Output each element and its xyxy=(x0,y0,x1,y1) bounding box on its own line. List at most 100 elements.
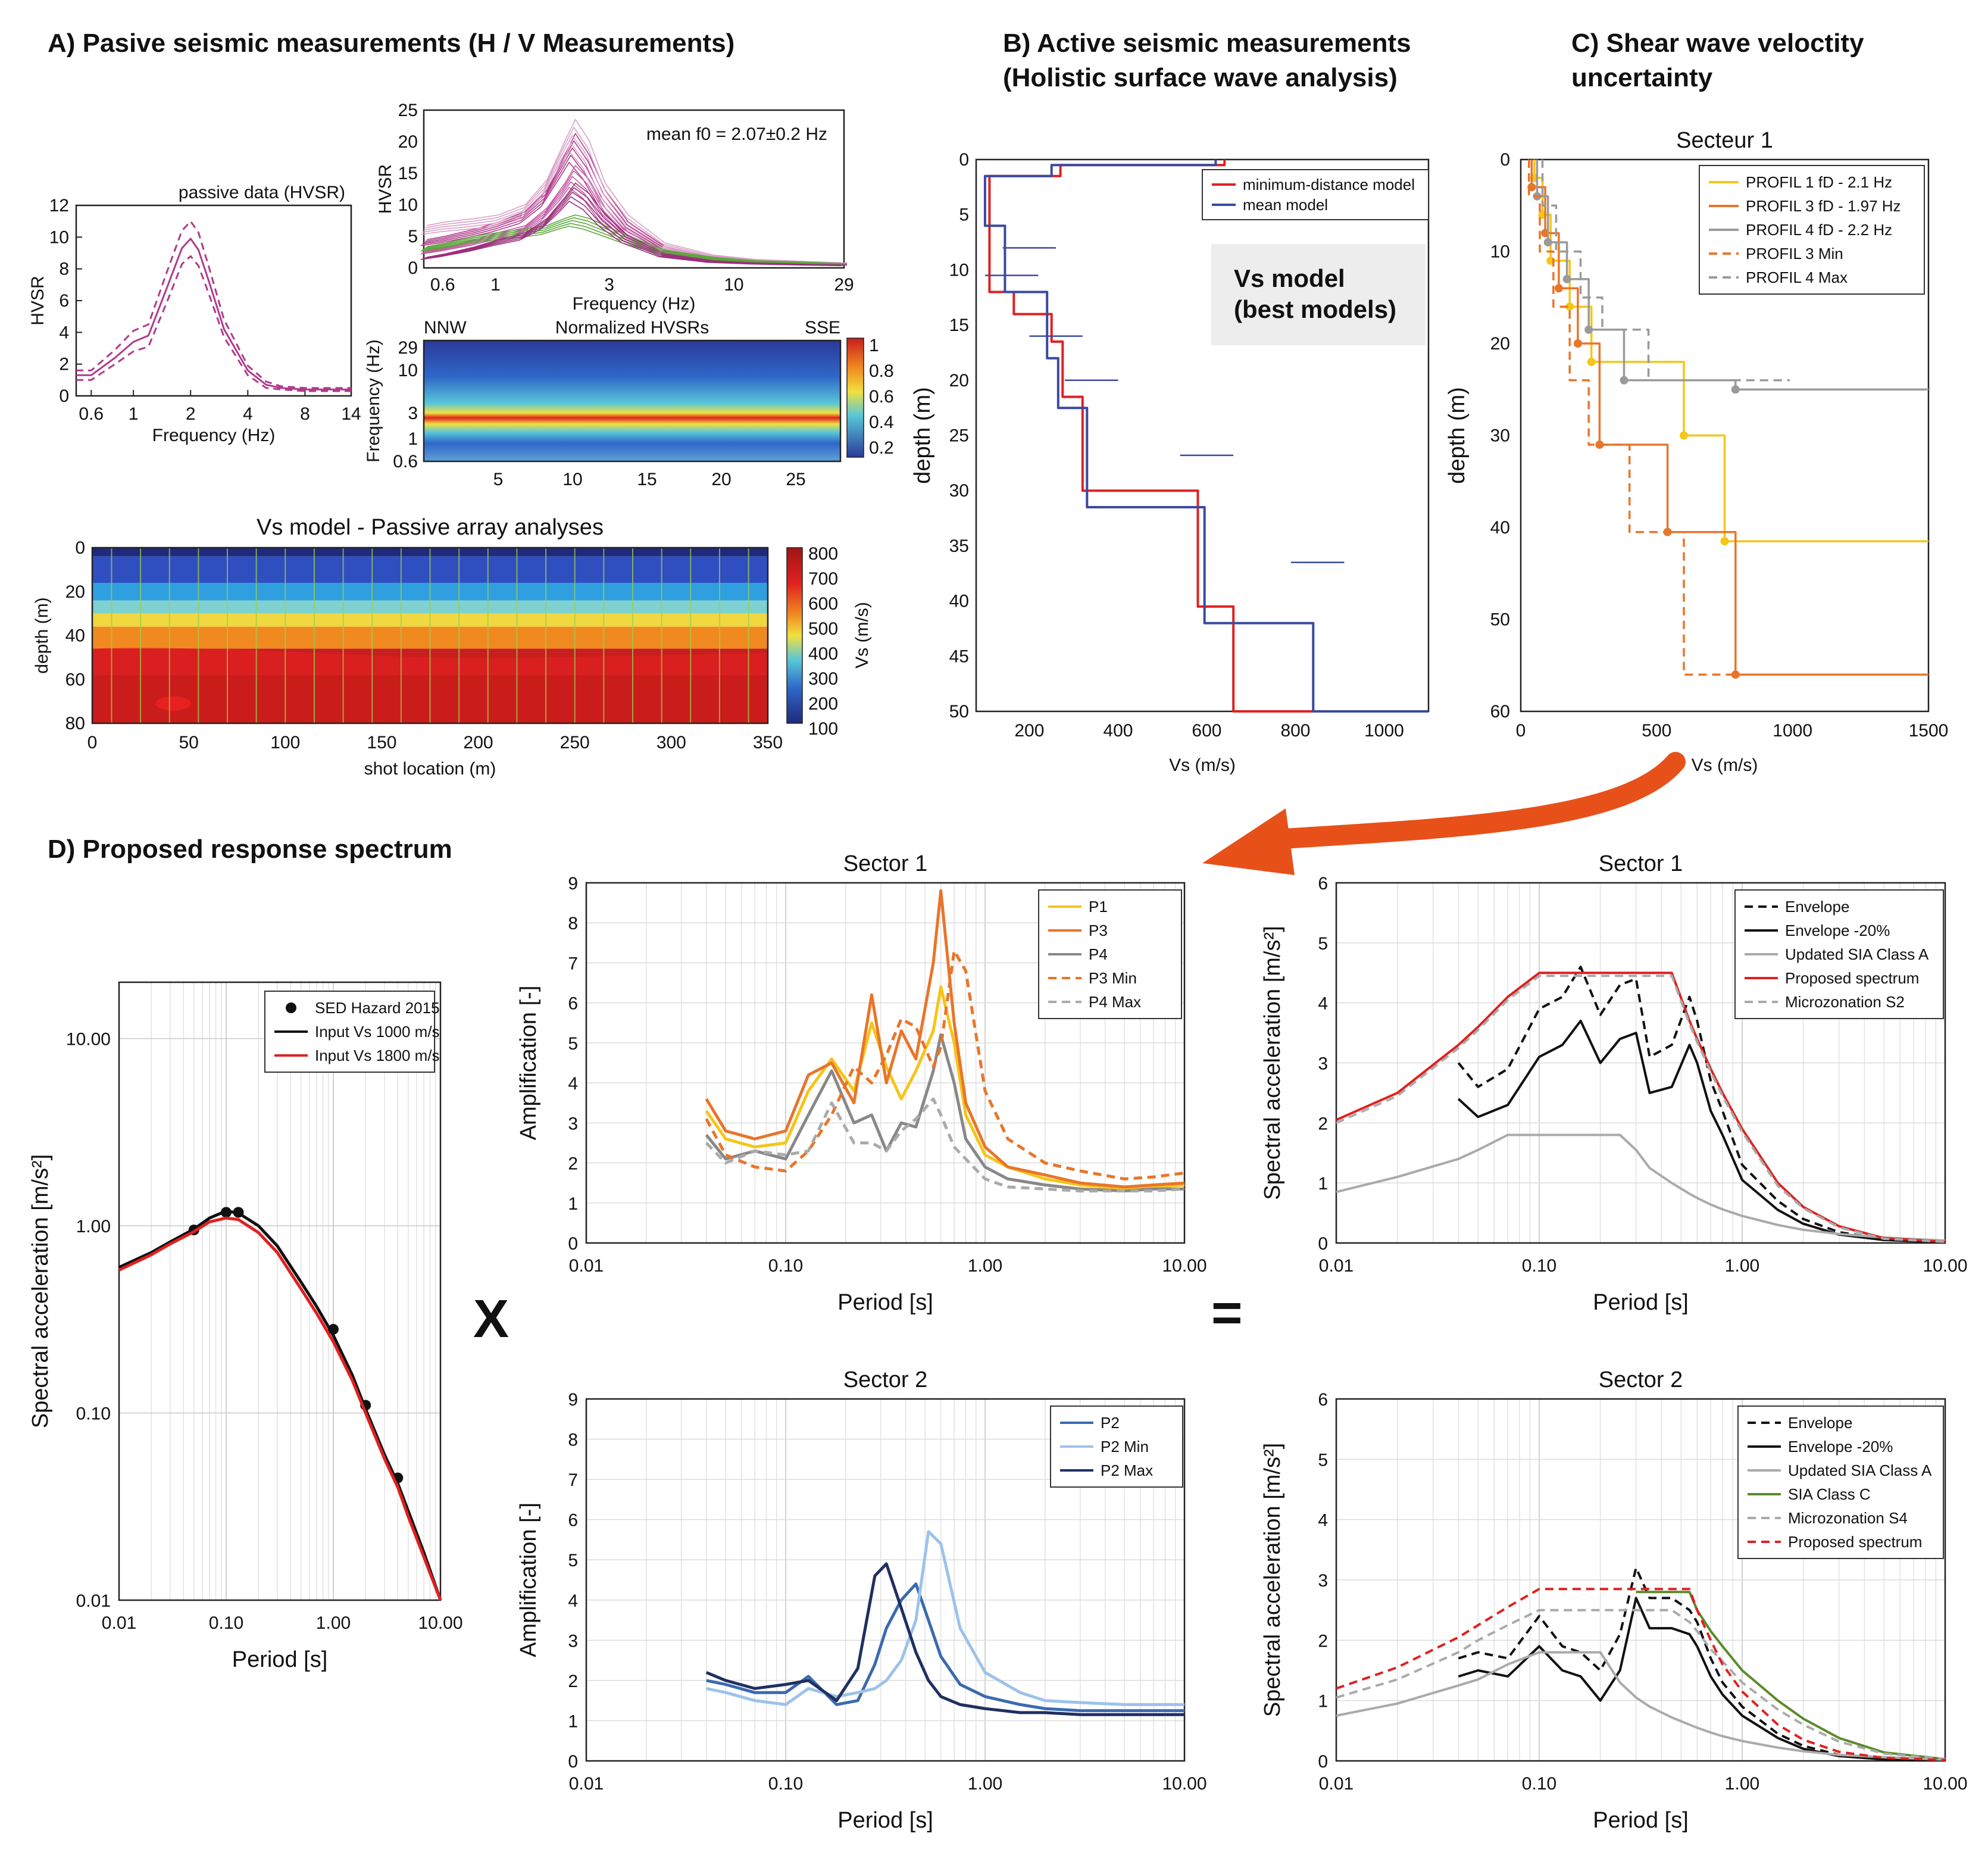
x-tick-label: 150 xyxy=(367,733,396,752)
y-tick-label: 50 xyxy=(949,702,969,722)
legend-label: P1 xyxy=(1089,898,1108,916)
legend-label: minimum-distance model xyxy=(1243,176,1415,193)
panel-title: Secteur 1 xyxy=(1676,128,1773,153)
x-tick-label: 8 xyxy=(300,404,310,424)
series-microzonation-s2 xyxy=(1336,975,1946,1243)
series-PROFIL-4-Max xyxy=(1541,160,1790,382)
series-p2 xyxy=(706,1582,1184,1713)
colorbar-tick: 0.6 xyxy=(869,387,894,407)
panel-title: Sector 1 xyxy=(1599,851,1683,876)
legend-label: PROFIL 3 fD - 1.97 Hz xyxy=(1746,197,1901,215)
mean-f0-annotation: mean f0 = 2.07±0.2 Hz xyxy=(646,124,827,144)
x-tick-label: 1.00 xyxy=(316,1613,351,1633)
chart-spec_sector1: 0.01 0.10 1.00 10.00 0 1 2 3 4 5 6 Sector 1 Period [… xyxy=(1260,851,1968,1315)
plot-frame xyxy=(1335,882,1946,1244)
hvsr-curve xyxy=(422,154,843,265)
y-tick-label: 10 xyxy=(398,195,418,215)
y-axis-label: depth (m) xyxy=(32,597,52,673)
hvsr-curve xyxy=(420,226,841,266)
y-tick-label: 4 xyxy=(1318,994,1328,1014)
x-tick-label: 200 xyxy=(464,733,493,752)
series-proposed-spectrum xyxy=(1336,972,1946,1243)
legend-label: SIA Class C xyxy=(1788,1485,1871,1503)
colorbar-tick: 700 xyxy=(808,569,838,589)
y-tick-label: 60 xyxy=(1490,702,1510,722)
legend-label: Input Vs 1000 m/s xyxy=(315,1023,440,1041)
legend-label: P3 xyxy=(1089,922,1108,939)
sse-label: SSE xyxy=(805,318,840,338)
y-tick-label: 15 xyxy=(949,316,969,335)
y-tick-label: 5 xyxy=(1318,1450,1328,1470)
x-axis-label: Frequency (Hz) xyxy=(152,426,276,445)
hvsr-curve xyxy=(76,220,351,389)
series-mean-model xyxy=(983,160,1429,713)
series-PROFIL-3-Min xyxy=(1527,160,1928,676)
legend-label: P2 Max xyxy=(1101,1461,1153,1479)
x-tick-label: 1.00 xyxy=(968,1774,1002,1794)
x-tick-label: 10.00 xyxy=(1923,1774,1967,1794)
profile-point xyxy=(1731,670,1740,679)
x-tick-label: 250 xyxy=(560,733,590,752)
arrow-head xyxy=(1202,808,1295,875)
y-tick-label: 9 xyxy=(568,874,578,894)
y-tick-label: 5 xyxy=(408,227,418,246)
x-tick-label: 0.01 xyxy=(1319,1256,1354,1276)
chart-input_spectrum: 0.01 0.10 1.00 10.00 0.01 0.10 1.00 10.00 Period… xyxy=(28,981,463,1672)
colorbar-tick: 0.4 xyxy=(869,413,894,432)
series-envelope-20- xyxy=(1457,1019,1946,1244)
y-tick-label: 0 xyxy=(959,150,969,170)
x-tick-label: 25 xyxy=(786,470,805,489)
y-tick-label: 3 xyxy=(1318,1571,1328,1591)
colorbar-tick: 500 xyxy=(808,619,838,639)
colorbar-tick: 400 xyxy=(808,644,838,664)
y-axis-label: Amplification [-] xyxy=(516,986,541,1141)
legend-label: P2 xyxy=(1101,1414,1120,1432)
chart-spec_sector2: 0.01 0.10 1.00 10.00 0 1 2 3 4 5 6 Sector 2 Period [… xyxy=(1260,1367,1968,1833)
series-envelope xyxy=(1458,1566,1946,1761)
x-tick-label: 1000 xyxy=(1773,721,1812,741)
chart-vs-passive-array: 0 50 100 150 200 250 300 350 0 20 40 60 80 Vs model -… xyxy=(32,515,872,779)
colorbar-tick: 0.8 xyxy=(869,361,894,381)
x-tick-label: 10.00 xyxy=(1162,1774,1206,1794)
hvsr-curve xyxy=(423,220,845,265)
plot-frame xyxy=(423,339,842,463)
y-axis-label: depth (m) xyxy=(1445,387,1470,484)
plot-frame xyxy=(91,546,769,724)
y-axis-label: Spectral acceleration [m/s²] xyxy=(1260,926,1285,1200)
profile-point xyxy=(1584,325,1593,334)
x-tick-label: 0.10 xyxy=(1522,1774,1556,1794)
legend-label: Envelope -20% xyxy=(1788,1438,1893,1456)
hvsr-curve xyxy=(76,238,351,391)
legend-label: Updated SIA Class A xyxy=(1785,945,1929,963)
y-tick-label: 30 xyxy=(1490,426,1510,446)
y-tick-label: 10.00 xyxy=(66,1030,111,1050)
y-tick-label: 0 xyxy=(59,386,69,406)
legend-label: Proposed spectrum xyxy=(1785,969,1919,987)
hvsr-curve xyxy=(426,118,848,264)
series-input-vs-1800-m-s xyxy=(118,1216,442,1601)
x-tick-label: 0.01 xyxy=(569,1774,604,1794)
y-tick-label: 10 xyxy=(949,260,969,280)
heatmap-field xyxy=(424,341,840,461)
plot-frame xyxy=(585,1398,1186,1762)
y-tick-label: 6 xyxy=(59,291,69,311)
x-tick-label: 0.01 xyxy=(1319,1774,1354,1794)
legend-label: Envelope xyxy=(1788,1414,1852,1432)
y-tick-label: 7 xyxy=(568,954,578,973)
hvsr-curve xyxy=(426,182,848,266)
x-tick-label: 0.6 xyxy=(430,275,455,295)
legend-label: Envelope -20% xyxy=(1785,922,1890,939)
legend-marker xyxy=(286,1002,296,1013)
y-tick-label: 1 xyxy=(1318,1692,1328,1711)
legend-label: PROFIL 4 fD - 2.2 Hz xyxy=(1746,221,1892,239)
y-axis-label: depth (m) xyxy=(910,387,935,484)
legend-label: Updated SIA Class A xyxy=(1788,1461,1932,1479)
x-tick-label: 10 xyxy=(724,275,743,295)
y-tick-label: 9 xyxy=(568,1390,578,1410)
legend-label: P2 Min xyxy=(1101,1438,1149,1456)
hvsr-curve xyxy=(426,214,848,264)
y-tick-label: 60 xyxy=(65,670,85,689)
plot-frame xyxy=(118,981,442,1601)
y-tick-label: 12 xyxy=(49,196,69,215)
